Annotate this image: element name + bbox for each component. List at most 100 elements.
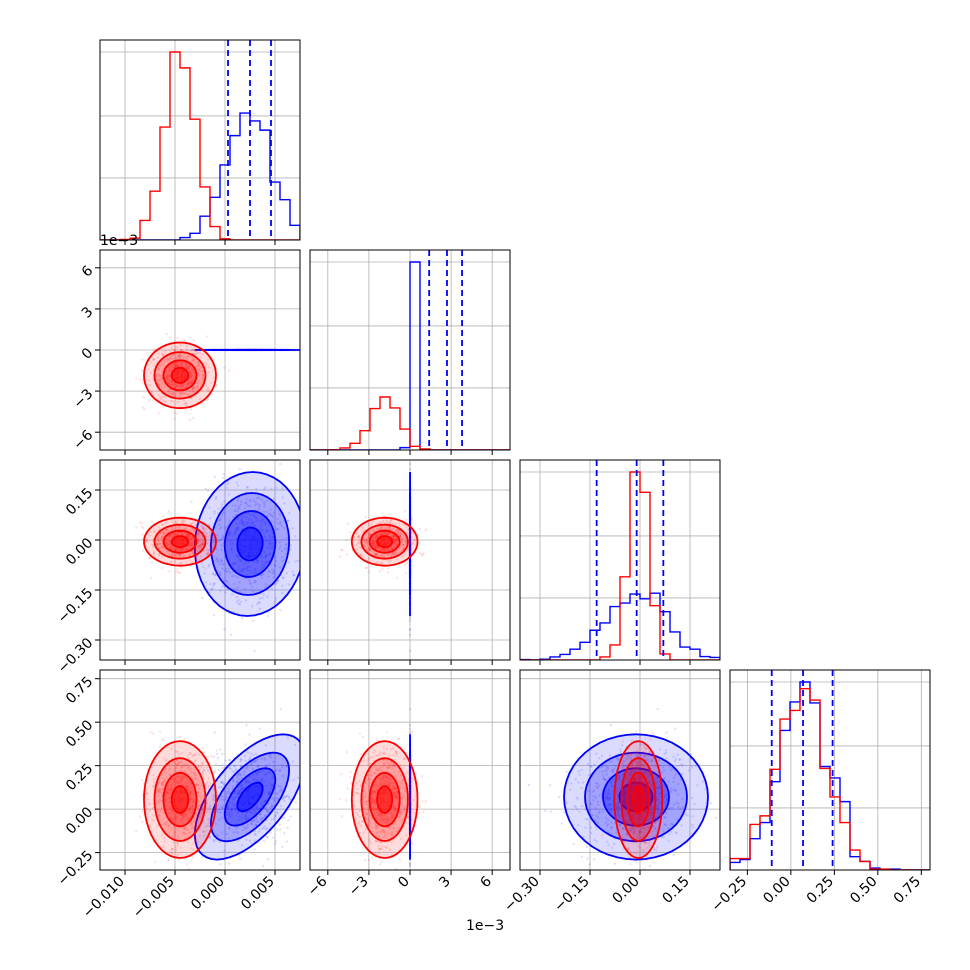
sample-point (186, 355, 190, 358)
sample-point (281, 797, 284, 801)
sample-point (220, 798, 223, 801)
sample-point (179, 344, 182, 347)
sample-point (150, 818, 154, 821)
sample-point (267, 575, 270, 578)
sample-point (366, 539, 369, 543)
sample-point (138, 378, 142, 381)
sample-point (182, 764, 185, 767)
sample-point (266, 546, 269, 550)
sample-point (196, 371, 200, 375)
sample-point (289, 544, 293, 547)
sample-point (201, 543, 204, 546)
sample-point (357, 535, 360, 538)
sample-point (183, 528, 186, 531)
sample-point (256, 558, 259, 562)
sample-point (145, 807, 148, 810)
sample-point (197, 800, 201, 803)
sample-point (378, 570, 381, 573)
sample-point (239, 773, 243, 776)
sample-point (186, 764, 189, 767)
sample-point (159, 809, 162, 813)
sample-point (152, 530, 155, 533)
sample-point (424, 528, 427, 532)
sample-point (227, 567, 231, 570)
sample-point (224, 528, 227, 531)
sample-point (195, 815, 199, 818)
sample-point (393, 553, 396, 556)
sample-point (163, 779, 167, 782)
y-tick-label: −6 (70, 427, 96, 453)
sample-point (227, 527, 231, 531)
sample-point (191, 755, 195, 758)
sample-point (208, 771, 212, 774)
sample-point (180, 549, 183, 553)
sample-point (251, 773, 255, 777)
sample-point (229, 809, 233, 812)
sample-point (213, 798, 216, 802)
sample-point (251, 521, 254, 525)
sample-point (273, 582, 277, 586)
sample-point (162, 822, 166, 825)
sample-point (167, 509, 170, 513)
sample-point (194, 547, 197, 550)
sample-point (258, 503, 261, 506)
sample-point (206, 810, 209, 813)
sample-point (189, 408, 193, 411)
sample-point (216, 757, 220, 760)
sample-point (188, 790, 192, 794)
sample-point (185, 365, 188, 368)
sample-point (255, 806, 259, 809)
sample-point (380, 547, 383, 550)
sample-point (257, 496, 260, 499)
sample-point (346, 522, 349, 525)
sample-point (230, 544, 233, 547)
sample-point (135, 377, 138, 380)
sample-point (184, 365, 187, 369)
sample-point (377, 545, 380, 549)
sample-point (269, 791, 272, 794)
sample-point (201, 855, 204, 858)
sample-point (181, 816, 185, 820)
sample-point (185, 828, 189, 832)
sample-point (379, 533, 383, 537)
sample-point (191, 521, 195, 524)
sample-point (406, 526, 409, 529)
sample-point (185, 814, 188, 817)
sample-point (262, 510, 266, 513)
sample-point (179, 882, 181, 884)
sample-point (218, 562, 221, 566)
sample-point (172, 817, 175, 821)
sample-point (238, 603, 242, 606)
sample-point (368, 532, 371, 535)
y-tick-label: 0.75 (63, 674, 96, 707)
sample-point (418, 528, 421, 531)
sample-point (186, 382, 190, 386)
sample-point (408, 532, 411, 536)
sample-point (198, 834, 201, 837)
sample-point (178, 355, 182, 359)
sample-point (385, 547, 388, 551)
sample-point (186, 808, 190, 811)
sample-point (252, 810, 255, 813)
sample-point (399, 535, 402, 539)
sample-point (383, 547, 386, 551)
sample-point (187, 534, 191, 537)
sample-point (164, 400, 168, 403)
sample-point (249, 565, 252, 569)
sample-point (286, 736, 290, 739)
sample-point (171, 367, 174, 370)
sample-point (375, 552, 378, 555)
sample-point (392, 534, 396, 537)
sample-point (166, 378, 170, 382)
sample-point (208, 531, 212, 534)
sample-point (281, 845, 284, 849)
sample-point (207, 784, 211, 787)
sample-point (241, 523, 245, 527)
sample-point (381, 561, 384, 564)
sample-point (161, 353, 165, 357)
sample-point (218, 818, 221, 821)
sample-point (250, 761, 254, 764)
sample-point (148, 383, 151, 387)
sample-point (180, 566, 183, 569)
scatter-2-1 (339, 462, 427, 653)
